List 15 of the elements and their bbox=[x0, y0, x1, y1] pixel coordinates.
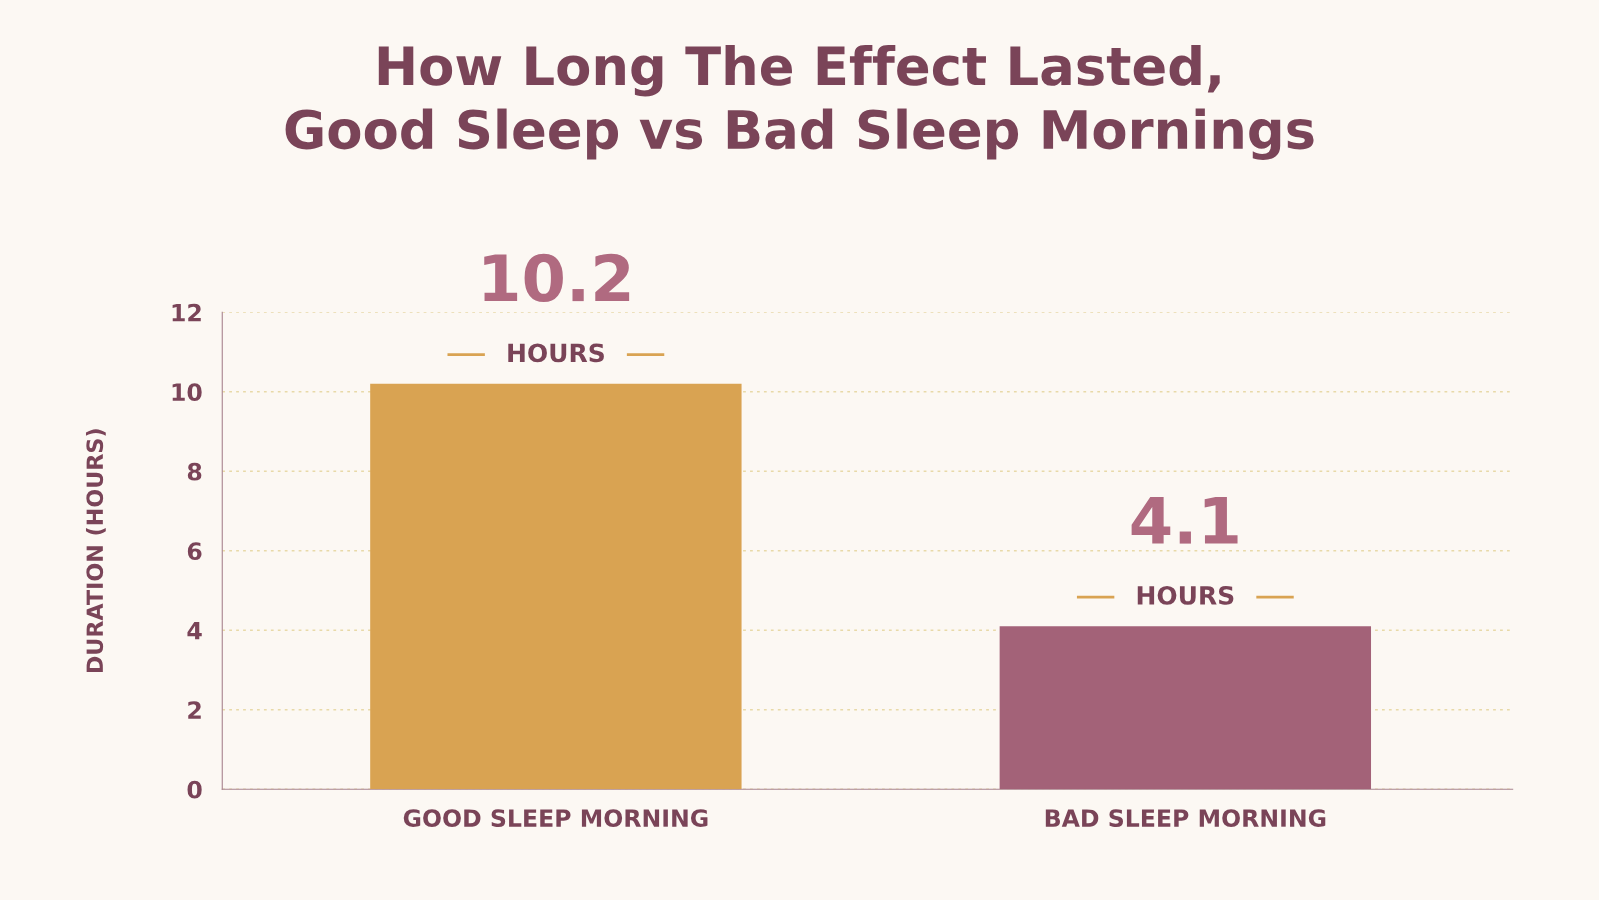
y-axis-title: DURATION (HOURS) bbox=[85, 429, 106, 673]
y-tick-label: 12 bbox=[172, 303, 201, 322]
y-tick-label: 2 bbox=[188, 701, 201, 719]
y-tick-label: 0 bbox=[187, 780, 202, 799]
x-tick-label: GOOD SLEEP MORNING bbox=[403, 809, 708, 828]
y-tick-label: 8 bbox=[187, 462, 202, 481]
y-tick-label: 6 bbox=[187, 542, 202, 561]
annotation: HOURS bbox=[508, 343, 604, 363]
y-tick-label: 10 bbox=[172, 383, 202, 402]
x-tick-label: BAD SLEEP MORNING bbox=[1045, 809, 1326, 828]
annotation: HOURS bbox=[1137, 585, 1234, 605]
data-label: 10.2 bbox=[484, 253, 630, 303]
data-label: 4.1 bbox=[1131, 497, 1238, 544]
chart-title: How Long The Effect Lasted, Good Sleep vs Bad Sleep Mornings bbox=[285, 45, 1314, 161]
y-tick-label: 4 bbox=[187, 622, 202, 640]
